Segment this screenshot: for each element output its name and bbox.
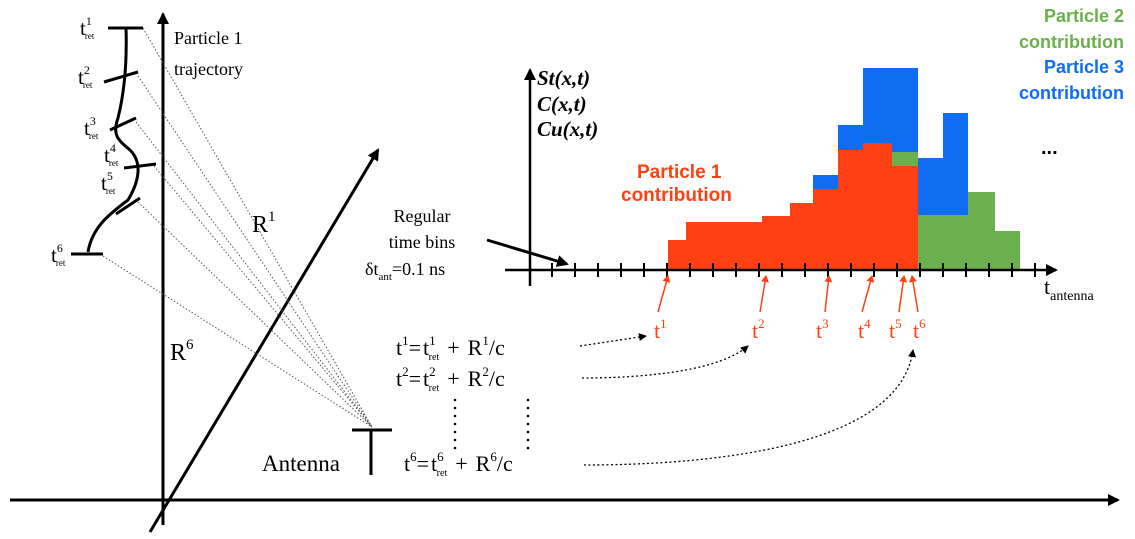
y-axis-3d <box>148 148 380 533</box>
svg-text:t5: t5 <box>889 316 902 343</box>
trajectory-label-line1: Particle 1 <box>174 28 242 48</box>
particle2-label-line2: contribution <box>1019 32 1124 52</box>
particle1-label-line1: Particle 1 <box>637 162 722 183</box>
particle3-label-line2: contribution <box>1019 83 1124 103</box>
particle1-label-line2: contribution <box>621 185 732 206</box>
equation-row-2: t2=t2 ret + R2/c <box>396 364 505 394</box>
particle-trajectory <box>86 27 140 253</box>
svg-text:t4: t4 <box>858 316 871 343</box>
svg-text:t6: t6 <box>913 316 926 343</box>
r1-label: R1 <box>252 209 276 238</box>
particle2-label-line1: Particle 2 <box>1044 6 1124 26</box>
svg-text:t1: t1 <box>654 316 667 343</box>
regular-label: Regular <box>394 206 451 226</box>
antenna-time-arrows <box>657 275 919 313</box>
svg-text:t3: t3 <box>816 316 829 343</box>
antenna-symbol <box>352 428 392 475</box>
time-bins-label: time bins <box>389 232 456 252</box>
equation-vertical-dots <box>453 398 530 450</box>
time-bin-ticks <box>551 263 1036 277</box>
trajectory-label-line2: trajectory <box>174 59 243 79</box>
equation-row-6: t6=t6 ret + R6/c <box>404 449 513 479</box>
t-antenna-label: tantenna <box>1044 274 1094 304</box>
propagation-lines <box>102 27 373 428</box>
trajectory-ticks <box>71 26 157 256</box>
particle1-bars <box>668 143 918 270</box>
y-label-st: St(x,t) <box>537 66 590 90</box>
y-label-c: C(x,t) <box>537 92 587 116</box>
svg-text:t2: t2 <box>752 316 765 343</box>
equation-row-1: t1=t1 ret + R1/c <box>396 333 505 363</box>
more-particles-ellipsis: ... <box>1041 137 1058 159</box>
delta-t-label: δtant=0.1 ns <box>365 259 445 283</box>
time-bins-pointer <box>486 238 569 267</box>
histogram <box>668 68 1020 270</box>
particle3-label-line1: Particle 3 <box>1044 57 1124 77</box>
equation-to-time-arrows <box>579 333 917 466</box>
antenna-time-labels: t1 t2 t3 t4 t5 t6 <box>654 316 926 343</box>
tret-labels: t1 ret t2 ret t3 ret t4 ret t5 ret t6 ret <box>51 14 119 268</box>
r6-label: R6 <box>170 337 194 366</box>
y-label-cu: Cu(x,t) <box>537 117 598 141</box>
antenna-label: Antenna <box>262 451 340 476</box>
